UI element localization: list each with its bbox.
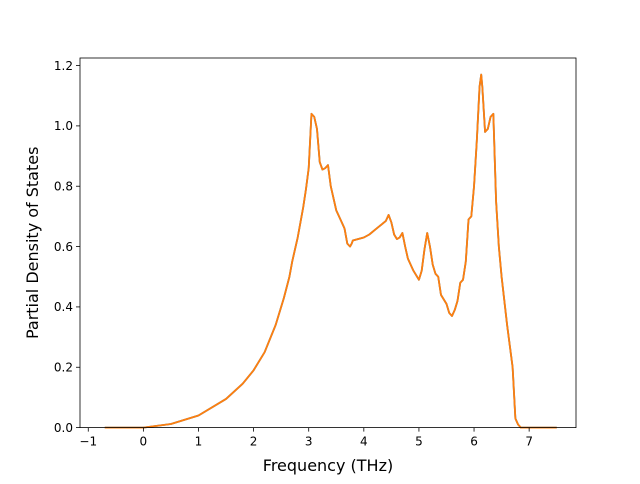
y-tick-label: 1.0 xyxy=(54,119,73,133)
x-tick-label: 6 xyxy=(470,435,478,449)
y-tick-label: 0.8 xyxy=(54,180,73,194)
x-axis-label: Frequency (THz) xyxy=(263,456,393,475)
x-tick-label: 7 xyxy=(525,435,533,449)
x-tick-label: 3 xyxy=(305,435,313,449)
series-line-1 xyxy=(104,73,557,429)
x-tick-label: 0 xyxy=(140,435,148,449)
x-axis: −1 0 1 2 3 4 5 6 7 xyxy=(79,427,533,449)
y-tick-label: 0.2 xyxy=(54,361,73,375)
x-tick-label: 5 xyxy=(415,435,423,449)
y-tick-label: 0.0 xyxy=(54,421,73,435)
x-tick-label: 4 xyxy=(360,435,368,449)
plot-frame xyxy=(79,57,577,429)
y-axis-label: Partial Density of States xyxy=(23,147,42,339)
x-tick-label: 1 xyxy=(195,435,203,449)
series-layer xyxy=(104,73,557,429)
y-tick-label: 0.4 xyxy=(54,300,73,314)
y-axis: 0.0 0.2 0.4 0.6 0.8 1.0 1.2 xyxy=(54,59,80,435)
y-tick-label: 1.2 xyxy=(54,59,73,73)
x-tick-label: −1 xyxy=(79,435,97,449)
y-tick-label: 0.6 xyxy=(54,240,73,254)
x-tick-label: 2 xyxy=(250,435,258,449)
